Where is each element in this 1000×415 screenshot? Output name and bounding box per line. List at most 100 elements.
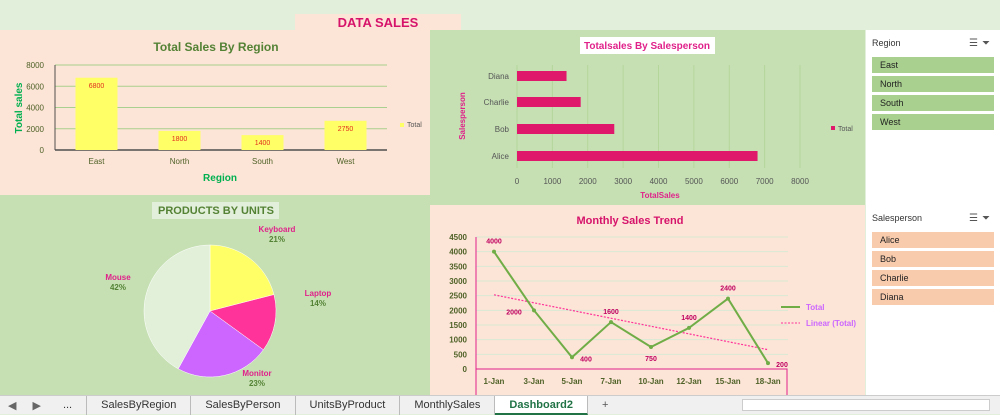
y-tick-label: 6000 [26,82,44,91]
data-point [609,320,613,325]
x-axis-title: TotalSales [640,191,680,200]
y-tick-label: 1000 [449,336,467,345]
x-tick-label: 4000 [650,177,668,186]
chart-title: Totalsales By Salesperson [584,41,710,52]
slicer-item-charlie[interactable]: Charlie [872,270,994,286]
more-tabs-button[interactable]: ... [49,395,88,415]
data-point [570,355,574,360]
x-tick-label: 5-Jan [562,377,583,386]
data-label: 1400 [255,140,271,147]
y-tick-label: 3500 [449,262,467,271]
y-tick-label: 8000 [26,61,44,70]
pie-slice-mouse [143,244,211,370]
chart-title-box [152,202,279,219]
multiselect-filter-icon[interactable]: ☰⏷ [969,38,994,49]
y-tick-label: Diana [488,72,509,81]
add-sheet-button[interactable]: + [601,399,609,411]
chart-title-box [580,37,715,54]
x-tick-label: 2000 [579,177,597,186]
x-tick-label: 3000 [614,177,632,186]
data-point [532,308,536,313]
x-tick-label: 15-Jan [715,377,740,386]
y-tick-label: Charlie [484,98,510,107]
bar-alice [517,151,758,161]
y-tick-label: 3000 [449,277,467,286]
salesperson-chart-panel[interactable] [430,30,865,205]
y-tick-label: 2000 [26,125,44,134]
data-point [726,296,730,301]
slicer-item-west[interactable]: West [872,114,994,130]
sheet-tab-salesbyperson[interactable]: SalesByPerson [191,395,296,415]
trendline [493,294,769,351]
salesperson-slicer[interactable]: Salesperson ☰⏷ Alice Bob Charlie Diana [866,205,1000,395]
y-tick-label: Bob [495,125,510,134]
x-tick-label: 5000 [685,177,703,186]
pie-value: 21% [269,235,285,244]
slicer-item-bob[interactable]: Bob [872,251,994,267]
data-label: 200 [776,362,788,369]
region-slicer[interactable]: Region ☰⏷ East North South West [866,30,1000,205]
slicer-item-south[interactable]: South [872,95,994,111]
data-label: 2400 [720,286,736,293]
region-slicer-title: Region [872,38,901,48]
sheet-tab-monthlysales[interactable]: MonthlySales [400,395,496,415]
y-tick-label: 4000 [449,248,467,257]
pie-label: Laptop [305,289,332,298]
multiselect-filter-icon[interactable]: ☰⏷ [969,213,994,224]
pie-value: 23% [249,379,265,388]
data-label: 2000 [506,309,522,316]
legend-label: Linear (Total) [806,319,856,328]
data-label: 1600 [603,309,619,316]
sheet-tab-salesbyregion[interactable]: SalesByRegion [87,395,192,415]
data-label: 6800 [89,83,105,90]
pie-value: 14% [310,299,326,308]
chart-title: Monthly Sales Trend [577,215,684,227]
legend-marker [400,123,404,127]
data-point [649,345,653,349]
slicer-item-diana[interactable]: Diana [872,289,994,305]
horizontal-scrollbar[interactable] [742,399,990,411]
slicer-item-north[interactable]: North [872,76,994,92]
pie-label: Keyboard [259,225,296,234]
sheet-tab-unitsbyproduct[interactable]: UnitsByProduct [296,395,401,415]
pie-slice-keyboard [209,244,275,312]
data-label: 1800 [172,136,188,143]
bar-south [241,135,284,150]
y-tick-label: 4000 [26,104,44,113]
y-axis-title: Total sales [14,82,25,133]
legend-label: Total [407,122,422,129]
scroll-right-icon[interactable]: ▶ [32,399,41,412]
sheet-tab-bar: ◀ ▶ ... SalesByRegion SalesByPerson UnitsB… [0,395,1000,415]
bar-diana [517,71,567,81]
scroll-left-icon[interactable]: ◀ [8,399,17,412]
x-tick-label: 1000 [543,177,561,186]
y-tick-label: 0 [40,146,45,155]
y-tick-label: 1500 [449,321,467,330]
legend-label: Total [838,126,853,133]
y-tick-label: 4500 [449,233,467,242]
y-tick-label: 0 [463,365,468,374]
y-tick-label: 2000 [449,306,467,315]
pie-slice-monitor [177,310,264,378]
data-point [766,361,770,366]
data-label: 2750 [338,126,354,133]
sheet-tab-dashboard2[interactable]: Dashboard2 [495,395,588,415]
data-label: 400 [580,356,592,363]
x-tick-label: 7000 [756,177,774,186]
data-label: 4000 [486,239,502,246]
x-tick-label: North [170,157,190,166]
slicer-item-east[interactable]: East [872,57,994,73]
data-point [687,325,691,330]
region-chart-panel[interactable] [0,30,430,195]
x-tick-label: West [336,157,355,166]
x-tick-label: 1-Jan [484,377,505,386]
x-tick-label: 8000 [791,177,809,186]
x-tick-label: 3-Jan [524,377,545,386]
data-label: 1400 [681,315,697,322]
x-tick-label: 0 [515,177,520,186]
y-tick-label: 500 [454,350,468,359]
bar-charlie [517,97,581,107]
x-tick-label: South [252,157,273,166]
legend-marker [831,126,835,130]
slicer-item-alice[interactable]: Alice [872,232,994,248]
